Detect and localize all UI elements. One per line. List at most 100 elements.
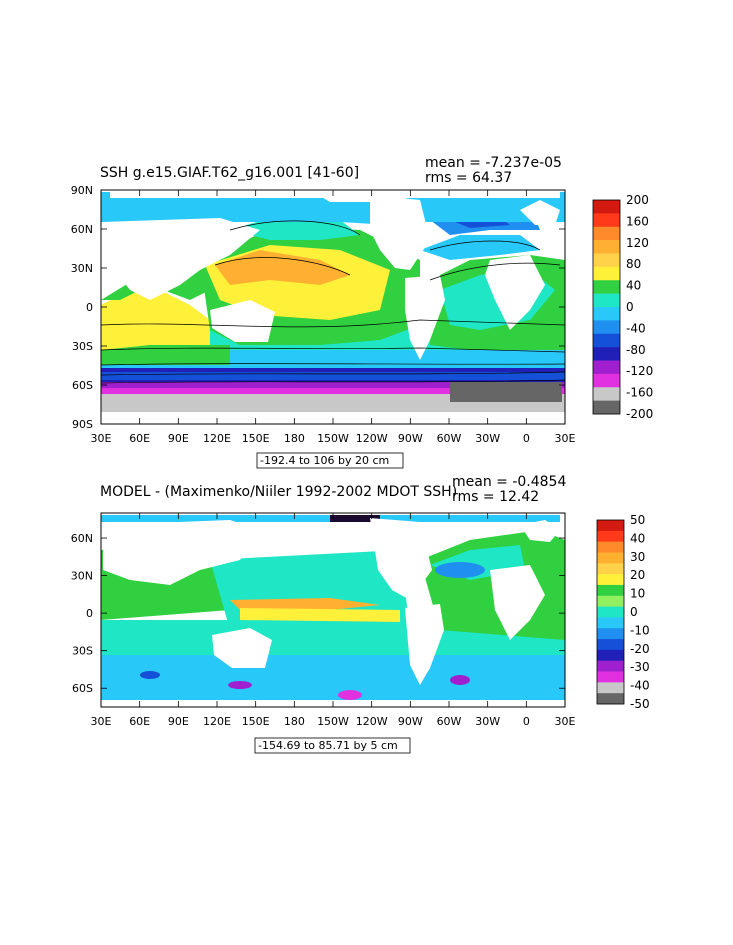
colorbar-swatch bbox=[597, 606, 624, 618]
colorbar-swatch bbox=[597, 552, 624, 564]
colorbar-swatch bbox=[593, 213, 620, 228]
colorbar-swatch bbox=[593, 387, 620, 401]
colorbar-label: 30 bbox=[630, 550, 645, 564]
colorbar-label: 20 bbox=[630, 568, 645, 582]
colorbar-swatch bbox=[597, 530, 624, 542]
x-tick-label: 30W bbox=[475, 715, 500, 728]
colorbar-swatch bbox=[593, 253, 620, 268]
colorbar-swatch bbox=[593, 200, 620, 214]
x-tick-label: 30E bbox=[555, 432, 576, 445]
model-diff-rms: rms = 12.42 bbox=[452, 489, 539, 505]
model-diff-colorbar: 50 40 30 20 10 0 -10 -20 -30 -40 -50 bbox=[596, 513, 650, 711]
colorbar-label: 0 bbox=[626, 300, 634, 314]
colorbar-label: -20 bbox=[630, 642, 650, 656]
colorbar-label: -50 bbox=[630, 697, 650, 711]
y-tick-label: 30S bbox=[72, 340, 93, 353]
x-tick-label: 30W bbox=[475, 432, 500, 445]
x-tick-label: 150W bbox=[317, 432, 349, 445]
x-tick-label: 150W bbox=[317, 715, 349, 728]
x-tick-label: 120W bbox=[356, 715, 388, 728]
x-tick-label: 180 bbox=[284, 432, 305, 445]
y-tick-label: 30N bbox=[71, 570, 93, 583]
ssh-y-axis: 90N 60N 30N 0 30S 60S 90S bbox=[71, 184, 565, 431]
x-tick-label: 120W bbox=[356, 432, 388, 445]
y-tick-label: 90N bbox=[71, 184, 93, 197]
colorbar-swatch bbox=[597, 520, 624, 532]
colorbar-swatch bbox=[597, 595, 624, 607]
x-tick-label: 0 bbox=[523, 715, 530, 728]
x-tick-label: 120E bbox=[203, 715, 231, 728]
ssh-contour-info: -192.4 to 106 by 20 cm bbox=[260, 454, 389, 467]
colorbar-label: 50 bbox=[630, 513, 645, 527]
colorbar-swatch bbox=[593, 226, 620, 241]
x-tick-label: 60E bbox=[129, 432, 150, 445]
colorbar-swatch bbox=[593, 240, 620, 254]
y-tick-label: 0 bbox=[86, 607, 93, 620]
colorbar-swatch bbox=[597, 563, 624, 575]
y-tick-label: 60N bbox=[71, 532, 93, 545]
colorbar-label: 120 bbox=[626, 236, 649, 250]
ssh-map bbox=[100, 189, 566, 425]
colorbar-swatch bbox=[597, 628, 624, 640]
x-tick-label: 150E bbox=[242, 432, 270, 445]
colorbar-label: -80 bbox=[626, 343, 646, 357]
colorbar-swatch bbox=[597, 574, 624, 586]
colorbar-swatch bbox=[597, 693, 624, 705]
colorbar-swatch bbox=[597, 671, 624, 683]
colorbar-label: 80 bbox=[626, 257, 641, 271]
y-tick-label: 30N bbox=[71, 262, 93, 275]
colorbar-swatch bbox=[593, 333, 620, 348]
model-diff-contour-info: -154.69 to 85.71 by 5 cm bbox=[258, 739, 398, 752]
x-tick-label: 180 bbox=[284, 715, 305, 728]
colorbar-label: 10 bbox=[630, 587, 645, 601]
x-tick-label: 150E bbox=[242, 715, 270, 728]
colorbar-swatch bbox=[593, 373, 620, 388]
colorbar-swatch bbox=[593, 347, 620, 361]
colorbar-label: 160 bbox=[626, 214, 649, 228]
ssh-rms: rms = 64.37 bbox=[425, 170, 512, 186]
colorbar-swatch bbox=[593, 307, 620, 321]
model-diff-map bbox=[100, 512, 566, 708]
model-diff-title: MODEL - (Maximenko/Niiler 1992-2002 MDOT… bbox=[100, 484, 457, 500]
ssh-panel: SSH g.e15.GIAF.T62_g16.001 [41-60] mean … bbox=[0, 150, 733, 475]
colorbar-label: -160 bbox=[626, 386, 653, 400]
colorbar-swatch bbox=[597, 541, 624, 553]
ssh-chart-svg: SSH g.e15.GIAF.T62_g16.001 [41-60] mean … bbox=[71, 155, 653, 469]
y-tick-label: 60S bbox=[72, 682, 93, 695]
y-tick-label: 0 bbox=[86, 301, 93, 314]
ssh-title: SSH g.e15.GIAF.T62_g16.001 [41-60] bbox=[100, 165, 359, 181]
colorbar-swatch bbox=[597, 660, 624, 672]
y-tick-label: 60N bbox=[71, 223, 93, 236]
y-tick-label: 30S bbox=[72, 645, 93, 658]
model-diff-mean: mean = -0.4854 bbox=[452, 474, 566, 490]
x-tick-label: 30E bbox=[555, 715, 576, 728]
colorbar-swatch bbox=[597, 682, 624, 694]
y-tick-label: 60S bbox=[72, 379, 93, 392]
colorbar-swatch bbox=[593, 266, 620, 281]
colorbar-label: -200 bbox=[626, 407, 653, 421]
x-tick-label: 60W bbox=[437, 715, 462, 728]
colorbar-label: -10 bbox=[630, 623, 650, 637]
colorbar-swatch bbox=[593, 293, 620, 308]
model-diff-chart-svg: MODEL - (Maximenko/Niiler 1992-2002 MDOT… bbox=[71, 474, 650, 754]
x-tick-label: 120E bbox=[203, 432, 231, 445]
x-tick-label: 60W bbox=[437, 432, 462, 445]
colorbar-label: 0 bbox=[630, 605, 638, 619]
x-tick-label: 30E bbox=[91, 715, 112, 728]
colorbar-label: 40 bbox=[630, 531, 645, 545]
colorbar-swatch bbox=[597, 584, 624, 597]
colorbar-swatch bbox=[593, 320, 620, 335]
colorbar-label: -40 bbox=[630, 679, 650, 693]
ssh-x-axis: 30E 60E 90E 120E 150E 180 150W 120W 90W 60W 30W 0 30… bbox=[91, 190, 576, 445]
x-tick-label: 30E bbox=[91, 432, 112, 445]
colorbar-label: -40 bbox=[626, 321, 646, 335]
x-tick-label: 90E bbox=[168, 432, 189, 445]
colorbar-swatch bbox=[593, 400, 620, 415]
colorbar-label: 40 bbox=[626, 279, 641, 293]
colorbar-label: 200 bbox=[626, 193, 649, 207]
ssh-mean: mean = -7.237e-05 bbox=[425, 155, 562, 171]
colorbar-swatch bbox=[597, 649, 624, 662]
x-tick-label: 90E bbox=[168, 715, 189, 728]
colorbar-swatch bbox=[593, 280, 620, 294]
colorbar-swatch bbox=[597, 617, 624, 629]
